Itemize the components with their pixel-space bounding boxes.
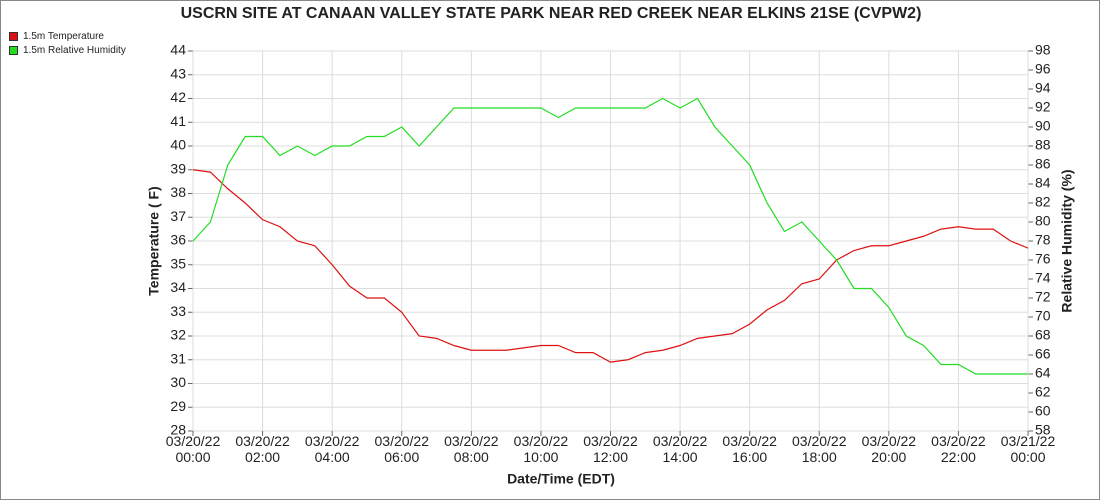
y2-tick-label: 94 [1035,80,1051,96]
legend: 1.5m Temperature 1.5m Relative Humidity [9,29,126,57]
y2-tick-label: 92 [1035,99,1051,115]
y2-tick-label: 72 [1035,289,1051,305]
y2-tick-label: 80 [1035,213,1051,229]
y2-tick-label: 86 [1035,156,1051,172]
y-tick-label: 28 [170,422,186,438]
y-tick-label: 41 [170,113,186,129]
y-tick-label: 32 [170,327,186,343]
legend-label: 1.5m Temperature [23,30,104,42]
y2-tick-label: 60 [1035,403,1051,419]
y2-axis-label: Relative Humidity (%) [1059,169,1075,312]
y2-tick-label: 84 [1035,175,1051,191]
x-tick-label: 03/20/22 18:00 [792,433,847,465]
x-tick-label: 03/20/22 12:00 [583,433,638,465]
x-tick-label: 03/20/22 08:00 [444,433,499,465]
x-tick-label: 03/20/22 10:00 [513,433,569,465]
y2-tick-label: 62 [1035,384,1051,400]
legend-label: 1.5m Relative Humidity [23,44,126,56]
x-tick-label: 03/20/22 22:00 [931,433,986,465]
x-tick-label: 03/21/22 00:00 [1000,433,1056,465]
y2-tick-label: 66 [1035,346,1051,362]
y2-tick-label: 90 [1035,118,1051,134]
y-tick-label: 36 [170,232,186,248]
x-tick-label: 03/20/22 00:00 [165,433,221,465]
y-tick-label: 35 [170,255,186,271]
y2-tick-label: 78 [1035,232,1051,248]
y2-tick-label: 70 [1035,308,1051,324]
chart-title: USCRN SITE AT CANAAN VALLEY STATE PARK N… [181,5,922,22]
x-tick-label: 03/20/22 02:00 [235,433,290,465]
y-axis-label: Temperature ( F) [146,186,162,295]
y-tick-label: 30 [170,374,186,390]
y2-tick-label: 88 [1035,137,1051,153]
y-tick-label: 37 [170,208,186,224]
y-tick-label: 39 [170,160,186,176]
x-tick-label: 03/20/22 06:00 [374,433,430,465]
y2-tick-label: 74 [1035,270,1051,286]
y2-tick-label: 64 [1035,365,1051,381]
y-tick-label: 44 [170,42,186,58]
y2-tick-label: 76 [1035,251,1051,267]
y2-tick-label: 98 [1035,42,1051,58]
y2-tick-label: 82 [1035,194,1051,210]
y-tick-label: 34 [170,279,186,295]
x-tick-label: 03/20/22 14:00 [652,433,708,465]
x-tick-label: 03/20/22 04:00 [304,433,360,465]
legend-entry: 1.5m Relative Humidity [9,43,126,57]
y-tick-label: 29 [170,398,186,414]
x-tick-label: 03/20/22 20:00 [861,433,917,465]
y2-tick-label: 68 [1035,327,1051,343]
y-tick-label: 40 [170,137,186,153]
data-line [192,97,1028,375]
legend-entry: 1.5m Temperature [9,29,126,43]
y-tick-label: 33 [170,303,186,319]
y2-tick-label: 58 [1035,422,1051,438]
x-axis-label: Date/Time (EDT) [507,471,615,487]
legend-swatch [9,45,18,55]
data-line [192,169,1029,363]
legend-swatch [9,31,18,41]
x-tick-label: 03/20/22 16:00 [722,433,777,465]
y-tick-label: 42 [170,89,186,105]
y-tick-label: 31 [170,350,186,366]
y2-tick-label: 96 [1035,61,1051,77]
y-tick-label: 38 [170,184,186,200]
y-tick-label: 43 [170,65,186,81]
